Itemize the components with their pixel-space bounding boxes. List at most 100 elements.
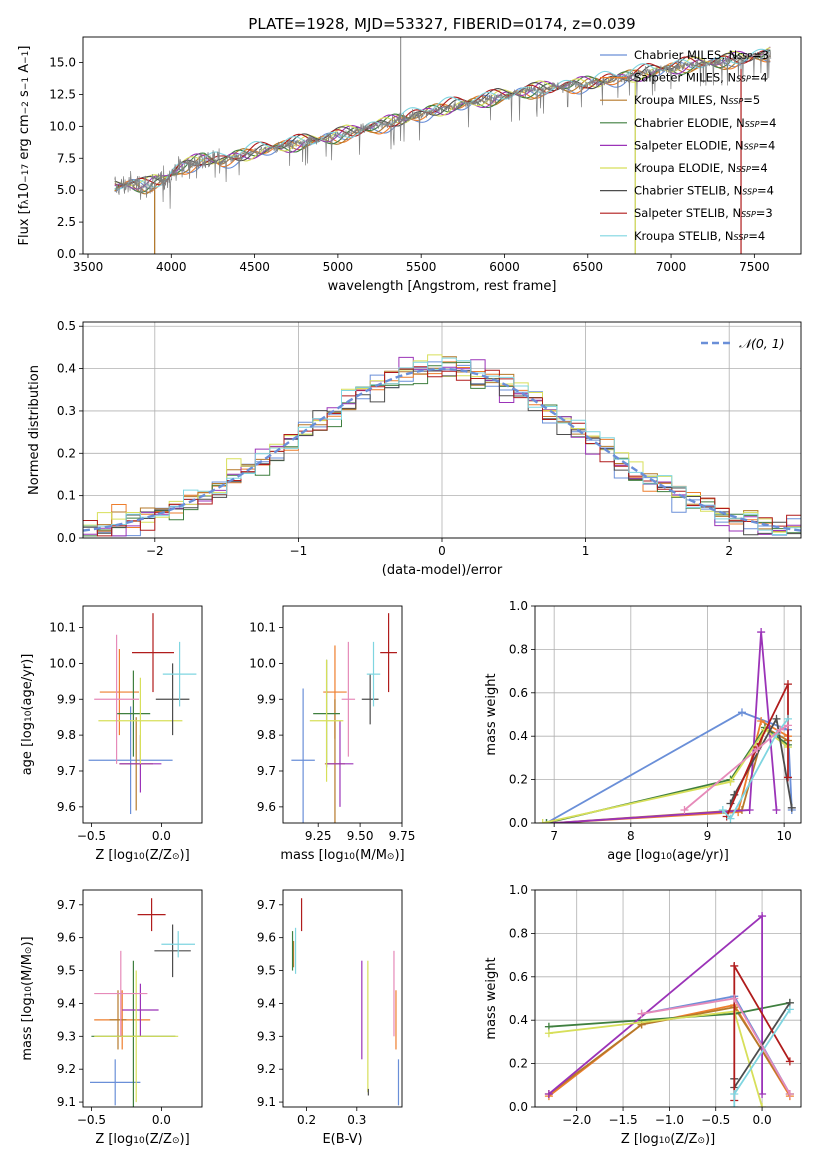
y-axis-label-part: A (17, 64, 32, 77)
x-tick-label: 1 (582, 544, 590, 558)
x-axis-label-part: Z [log (95, 1132, 133, 1147)
legend-label-name: Salpeter MILES, N (634, 71, 736, 85)
axes-frame (534, 889, 802, 1108)
residual-histogram (83, 366, 801, 538)
y-tick-label: 9.9 (257, 692, 276, 706)
x-axis-label-part: )] (705, 1132, 715, 1147)
y-tick-label: 9.3 (57, 1029, 76, 1043)
weight-marker (726, 814, 735, 823)
y-axis-label-part: (M/M (20, 954, 35, 986)
legend-label-name: Kroupa STELIB, N (634, 229, 734, 243)
y-tick-label: 7.5 (57, 151, 76, 165)
x-axis-label: (data-model)/error (382, 563, 503, 578)
legend-label: Kroupa MILES, NSSP=5 (634, 93, 760, 107)
y-tick-label: 9.8 (57, 728, 76, 742)
weight-marker (757, 717, 766, 726)
x-tick-label: 9.50 (347, 829, 374, 843)
y-tick-label: 10.0 (249, 656, 276, 670)
y-axis-label-part: −1 (21, 51, 31, 64)
axes-frame (82, 889, 203, 1108)
y-axis-label-part: 10 (17, 183, 32, 200)
y-axis-label-part: −17 (21, 164, 31, 183)
spectrum-panel: 3500 4000 4500 5000 5500 6000 6500 7000 7500 0.0 2… (17, 36, 802, 294)
y-tick-label: 5.0 (57, 183, 76, 197)
y-tick-label: 0.5 (57, 319, 76, 333)
legend-label-name: Salpeter ELODIE, N (634, 138, 744, 152)
x-tick-label: −1.5 (608, 1113, 637, 1127)
y-tick-label: 0.3 (57, 404, 76, 418)
weight-marker (785, 1005, 794, 1014)
legend-label: Kroupa STELIB, NSSP=4 (634, 229, 765, 243)
y-tick-label: 0.0 (509, 816, 528, 830)
x-axis-label-part: )] (180, 1132, 190, 1147)
panels: 3500 4000 4500 5000 5500 6000 6500 7000 7500 0.0 2… (17, 36, 802, 1147)
x-tick-label: 8 (627, 829, 635, 843)
y-axis-label-part: 10 (24, 986, 34, 998)
legend-label-count: =4 (760, 116, 777, 130)
axes-frame (82, 36, 802, 255)
y-tick-label: 0.2 (57, 446, 76, 460)
legend-label: Chabrier MILES, NSSP=3 (634, 48, 769, 62)
mass-z-panel: −0.5 0.09.19.29.39.49.59.69.7Z [log10(Z/Z… (20, 889, 203, 1147)
y-axis-label-part: ] (17, 46, 32, 51)
x-tick-label: 9 (704, 829, 712, 843)
age-mass-plot-area (291, 613, 397, 823)
legend-label-count: =4 (758, 138, 775, 152)
x-axis-label: Z [log10(Z/Z⊙)] (95, 1132, 189, 1147)
y-tick-label: 0.4 (57, 362, 76, 376)
y-tick-label: 0.1 (57, 489, 76, 503)
x-tick-label: 9.25 (305, 829, 332, 843)
residuals-plot-area (83, 354, 801, 538)
x-axis-label-part: (Z/Z (670, 1132, 697, 1147)
x-axis-label-part: 10 (344, 852, 356, 862)
y-axis-label: mass [log10(M/M⊙)] (20, 936, 35, 1060)
legend-label-name: Chabrier STELIB, N (634, 184, 742, 198)
x-axis-label-part: mass [log (280, 848, 343, 863)
y-tick-label: 9.6 (57, 800, 76, 814)
x-axis-label-part: age [log (607, 848, 660, 863)
x-axis-label-part: 10 (133, 1136, 145, 1146)
axes-frame (282, 605, 403, 824)
y-tick-label: 10.1 (249, 621, 276, 635)
x-axis-label-part: 10 (660, 852, 672, 862)
legend-label-count: =4 (748, 229, 765, 243)
weight-marker (785, 1057, 794, 1066)
weight-marker (730, 994, 739, 1003)
y-axis-label-part: mass [log (20, 997, 35, 1060)
x-tick-label: −0.5 (701, 1113, 730, 1127)
y-tick-label: 0.6 (509, 970, 528, 984)
weight-marker (758, 1103, 767, 1107)
x-tick-label: 6500 (572, 260, 603, 274)
mass-ebv-plot-area (291, 898, 400, 1106)
model-spectrum-line (114, 48, 771, 190)
residuals-legend: 𝒩(0, 1) (701, 336, 785, 351)
y-tick-label: 10.0 (49, 119, 76, 133)
y-tick-label: 12.5 (49, 87, 76, 101)
y-tick-label: 9.7 (57, 898, 76, 912)
x-tick-label: 6000 (489, 260, 520, 274)
x-axis-label-part: (Z/Z (145, 1132, 172, 1147)
weight-marker (783, 721, 792, 730)
weight-marker (538, 819, 547, 823)
x-axis-label-part: (Z/Z (145, 848, 172, 863)
legend-label-count: =3 (752, 48, 769, 62)
legend-label: Salpeter MILES, NSSP=4 (634, 71, 768, 85)
weight-z-panel: −2.0 −1.5 −1.0 −0.5 0.0 0.0 0.2 0.4 0.6 0.8 1.0 Z [… (484, 883, 802, 1147)
y-axis-label: mass weight (484, 673, 499, 755)
x-tick-label: 7000 (656, 260, 687, 274)
y-tick-label: 1.0 (509, 883, 528, 897)
weight-line (725, 683, 789, 817)
legend-label-name: Kroupa ELODIE, N (634, 161, 736, 175)
y-axis-label-part: λ (21, 199, 31, 205)
x-axis-label-part: (age/yr)] (672, 848, 729, 863)
weight-line (554, 631, 778, 823)
weight-marker (758, 912, 767, 921)
y-tick-label: 9.5 (57, 964, 76, 978)
y-tick-label: 9.6 (57, 931, 76, 945)
legend-label-count: =4 (751, 161, 768, 175)
x-axis-label-part: Z [log (95, 848, 133, 863)
weight-marker (730, 1089, 739, 1098)
x-axis-label-part: 10 (133, 852, 145, 862)
